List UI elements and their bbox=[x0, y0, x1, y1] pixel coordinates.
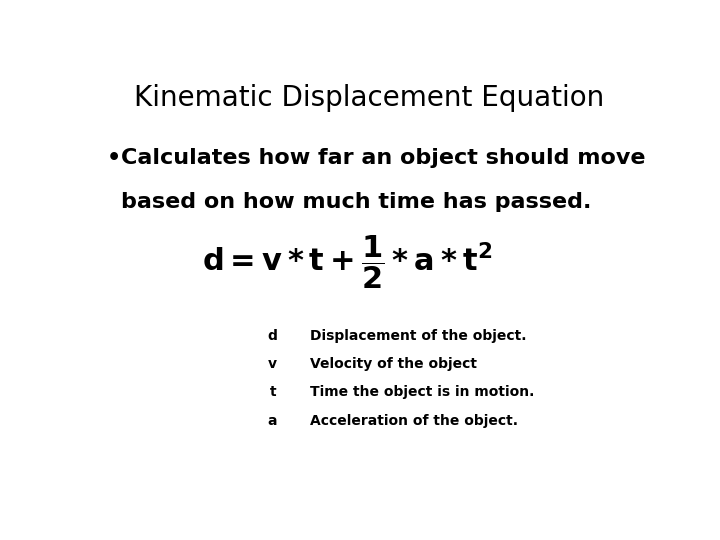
Text: t: t bbox=[270, 386, 277, 400]
Text: Velocity of the object: Velocity of the object bbox=[310, 357, 477, 371]
Text: $\mathbf{d = v * t + \dfrac{1}{2}* a * t^{2}}$: $\mathbf{d = v * t + \dfrac{1}{2}* a * t… bbox=[202, 233, 492, 291]
Text: d: d bbox=[267, 329, 277, 343]
Text: v: v bbox=[268, 357, 277, 371]
Text: Time the object is in motion.: Time the object is in motion. bbox=[310, 386, 535, 400]
Text: Displacement of the object.: Displacement of the object. bbox=[310, 329, 527, 343]
Text: based on how much time has passed.: based on how much time has passed. bbox=[121, 192, 591, 212]
Text: Acceleration of the object.: Acceleration of the object. bbox=[310, 414, 518, 428]
Text: a: a bbox=[267, 414, 277, 428]
Text: Kinematic Displacement Equation: Kinematic Displacement Equation bbox=[134, 84, 604, 112]
Text: •: • bbox=[107, 148, 121, 168]
Text: Calculates how far an object should move: Calculates how far an object should move bbox=[121, 148, 645, 168]
